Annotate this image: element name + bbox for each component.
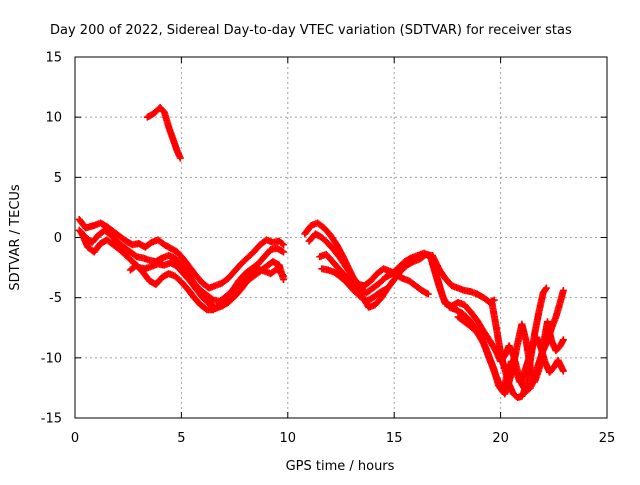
x-tick-label: 10 bbox=[280, 431, 297, 446]
series-trace-5 bbox=[143, 104, 184, 162]
series-trace-1 bbox=[75, 215, 288, 292]
series-trace-12 bbox=[488, 284, 550, 402]
data-point bbox=[176, 154, 184, 162]
x-tick-label: 20 bbox=[492, 431, 509, 446]
y-tick-label: -15 bbox=[41, 412, 62, 427]
data-points bbox=[75, 104, 567, 402]
x-tick-label: 25 bbox=[599, 431, 616, 446]
y-tick-label: 0 bbox=[54, 231, 62, 246]
ticks: 0 5 10 15 20 25 -15 -10 -5 0 5 10 15 bbox=[41, 51, 616, 447]
series-trace-9 bbox=[318, 265, 390, 305]
series-trace-4 bbox=[126, 261, 288, 314]
data-point bbox=[280, 241, 288, 249]
data-point bbox=[559, 367, 567, 375]
y-tick-label: -10 bbox=[41, 351, 62, 366]
y-axis-label: SDTVAR / TECUs bbox=[8, 184, 23, 291]
y-tick-label: 10 bbox=[45, 111, 62, 126]
data-point bbox=[278, 240, 286, 248]
x-tick-label: 5 bbox=[177, 431, 185, 446]
data-point bbox=[490, 296, 498, 304]
data-point bbox=[542, 284, 550, 292]
y-tick-label: 5 bbox=[54, 171, 62, 186]
series-trace-11 bbox=[454, 313, 567, 398]
data-point bbox=[280, 248, 288, 256]
data-point bbox=[559, 286, 567, 294]
y-tick-label: -5 bbox=[49, 291, 62, 306]
grid bbox=[75, 57, 607, 418]
series-trace-2 bbox=[75, 226, 288, 305]
x-axis-label: GPS time / hours bbox=[286, 459, 395, 474]
data-point bbox=[382, 285, 390, 293]
x-tick-label: 0 bbox=[71, 431, 79, 446]
y-tick-label: 15 bbox=[45, 51, 62, 66]
data-point bbox=[280, 272, 288, 280]
data-point bbox=[278, 271, 286, 279]
series-trace-6 bbox=[301, 219, 498, 311]
chart-title: Day 200 of 2022, Sidereal Day-to-day VTE… bbox=[50, 23, 572, 38]
series-trace-8 bbox=[316, 250, 432, 298]
data-point bbox=[424, 290, 432, 298]
data-point bbox=[559, 336, 567, 344]
x-tick-label: 15 bbox=[386, 431, 403, 446]
